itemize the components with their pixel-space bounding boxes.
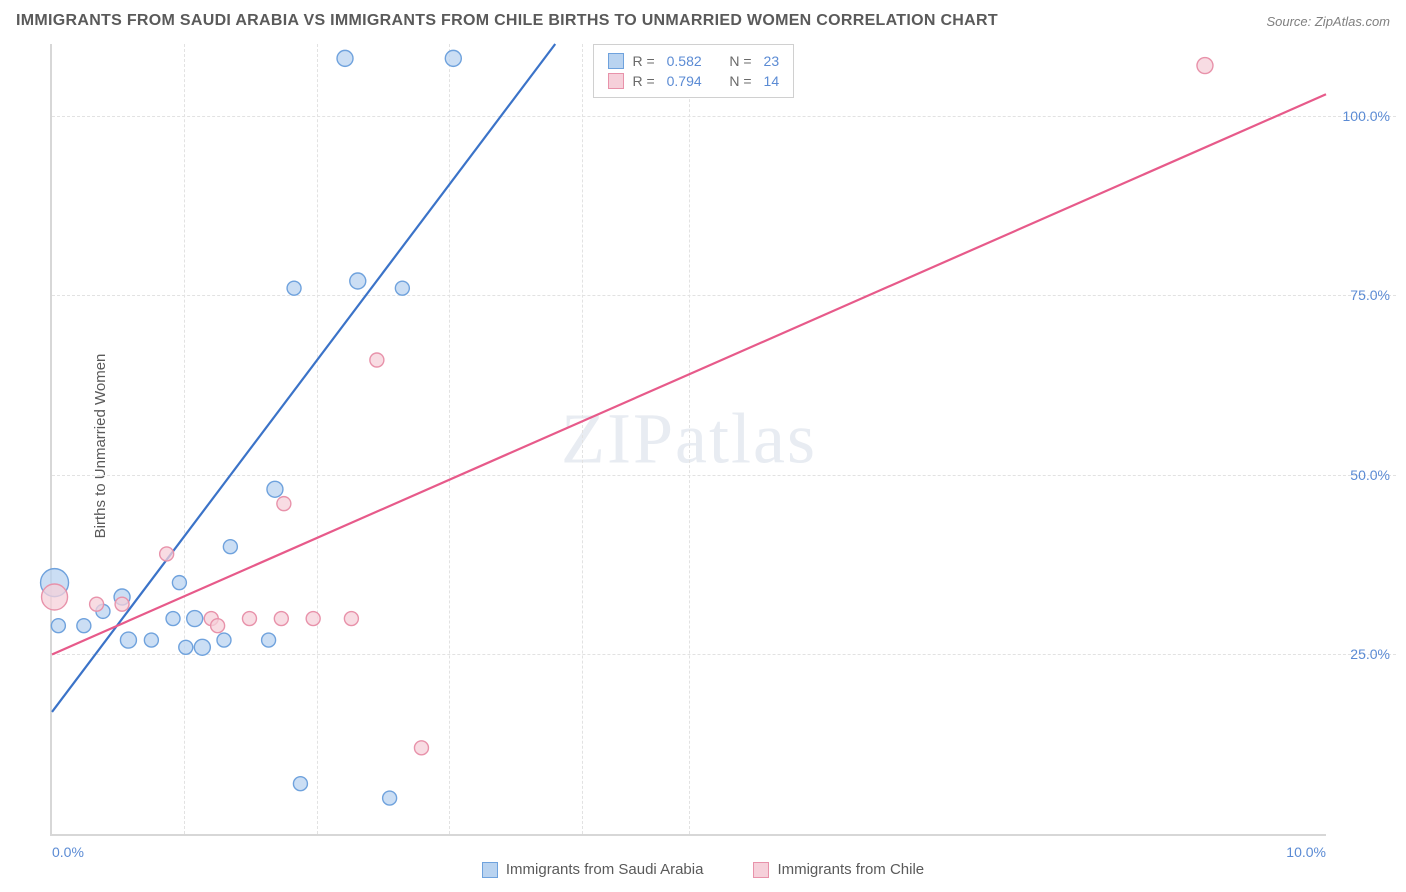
data-point — [90, 597, 104, 611]
data-point — [166, 612, 180, 626]
legend-n-label: N = — [729, 73, 751, 89]
data-point — [262, 633, 276, 647]
data-point — [267, 481, 283, 497]
data-point — [274, 612, 288, 626]
data-point — [306, 612, 320, 626]
data-point — [160, 547, 174, 561]
legend-n-label: N = — [729, 53, 751, 69]
data-point — [42, 584, 68, 610]
x-tick-label: 10.0% — [1286, 844, 1326, 860]
legend-series-name: Immigrants from Chile — [777, 861, 924, 878]
data-point — [211, 619, 225, 633]
legend-bottom: Immigrants from Saudi Arabia Immigrants f… — [0, 861, 1406, 878]
data-point — [1197, 58, 1213, 74]
data-point — [287, 281, 301, 295]
data-point — [223, 540, 237, 554]
data-point — [293, 777, 307, 791]
legend-stats-box: R = 0.582 N = 23 R = 0.794 N = 14 — [593, 44, 794, 98]
legend-item: Immigrants from Saudi Arabia — [482, 861, 704, 878]
data-point — [277, 497, 291, 511]
data-point — [370, 353, 384, 367]
data-point — [115, 597, 129, 611]
legend-r-label: R = — [632, 73, 654, 89]
regression-line — [52, 94, 1326, 654]
data-point — [350, 273, 366, 289]
legend-series-name: Immigrants from Saudi Arabia — [506, 861, 704, 878]
chart-svg — [52, 44, 1326, 834]
data-point — [51, 619, 65, 633]
legend-n-value: 14 — [764, 73, 780, 89]
data-point — [383, 791, 397, 805]
legend-swatch — [753, 862, 769, 878]
legend-n-value: 23 — [764, 53, 780, 69]
data-point — [337, 50, 353, 66]
data-point — [179, 640, 193, 654]
legend-swatch — [608, 73, 624, 89]
data-point — [172, 576, 186, 590]
data-point — [217, 633, 231, 647]
data-point — [414, 741, 428, 755]
data-point — [187, 611, 203, 627]
data-point — [242, 612, 256, 626]
legend-item: Immigrants from Chile — [753, 861, 924, 878]
legend-r-value: 0.582 — [667, 53, 702, 69]
legend-r-label: R = — [632, 53, 654, 69]
legend-stats-row: R = 0.794 N = 14 — [608, 71, 779, 91]
y-tick-label: 50.0% — [1350, 467, 1390, 483]
legend-stats-row: R = 0.582 N = 23 — [608, 51, 779, 71]
plot-area: ZIPatlas 25.0%50.0%75.0%100.0%0.0%10.0%R… — [50, 44, 1326, 836]
data-point — [445, 50, 461, 66]
legend-swatch — [608, 53, 624, 69]
legend-swatch — [482, 862, 498, 878]
data-point — [77, 619, 91, 633]
chart-title: IMMIGRANTS FROM SAUDI ARABIA VS IMMIGRAN… — [16, 12, 998, 30]
data-point — [120, 632, 136, 648]
regression-line — [52, 44, 555, 712]
data-point — [144, 633, 158, 647]
y-tick-label: 25.0% — [1350, 646, 1390, 662]
y-tick-label: 100.0% — [1343, 108, 1390, 124]
x-tick-label: 0.0% — [52, 844, 84, 860]
source-attribution: Source: ZipAtlas.com — [1266, 14, 1390, 29]
data-point — [344, 612, 358, 626]
legend-r-value: 0.794 — [667, 73, 702, 89]
data-point — [395, 281, 409, 295]
data-point — [194, 639, 210, 655]
y-tick-label: 75.0% — [1350, 287, 1390, 303]
